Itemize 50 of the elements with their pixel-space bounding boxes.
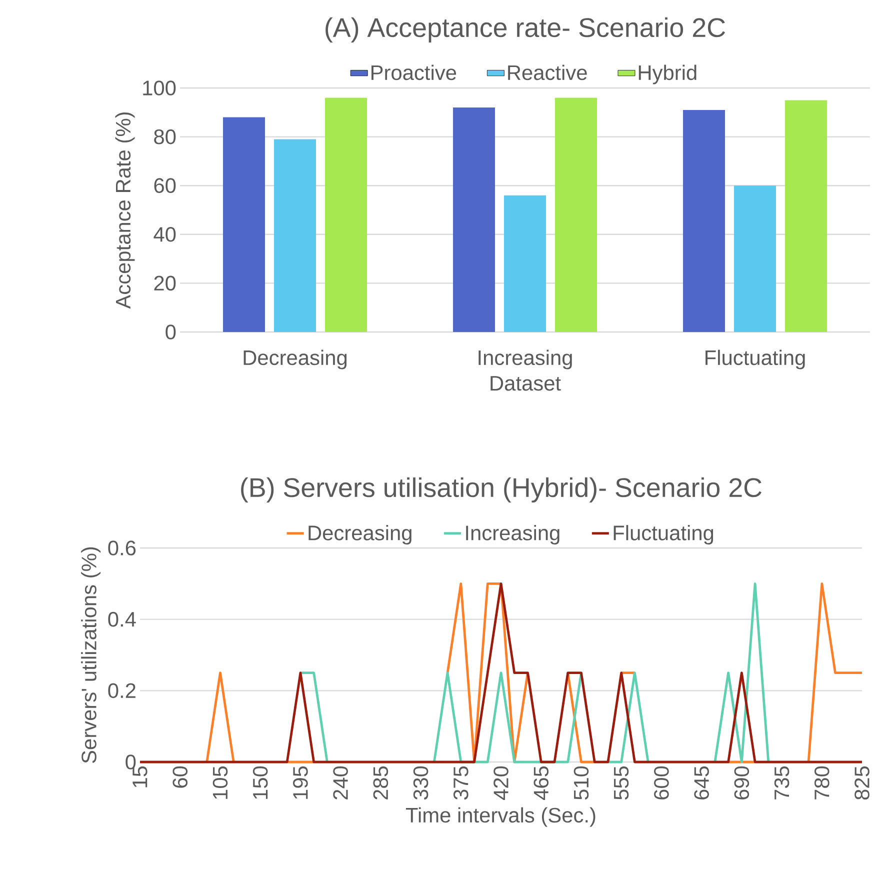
x-tick-label: 825 [854,766,870,800]
x-tick-label: 285 [373,766,388,800]
x-tick-label: 645 [694,766,709,800]
x-tick-label: 375 [453,766,468,800]
chart-title: (B) Servers utilisation (Hybrid)- Scenario 2C [241,477,762,502]
legend-label: Proactive [372,64,456,80]
x-tick-label: 780 [814,766,830,800]
x-tick-label: 195 [293,766,308,799]
y-tick-label: 0.4 [108,612,136,627]
bar [734,186,776,332]
bar [223,117,266,332]
bar [555,98,598,332]
y-tick-label: 0.2 [108,683,136,698]
y-tick-label: 40 [154,226,176,242]
y-axis-title: Acceptance Rate (%) [115,112,135,309]
x-tick-label: Fluctuating [706,350,805,370]
legend-label: Increasing [466,525,560,545]
y-tick-label: 100 [143,80,176,96]
y-tick-label: 80 [154,129,176,144]
bar [274,139,316,332]
y-axis-title: Servers' utilizations (%) [81,547,101,764]
x-tick-label: Increasing [478,350,572,370]
x-tick-label: 330 [413,766,428,800]
y-tick-label: 0.6 [108,540,136,556]
x-tick-label: 240 [333,766,348,800]
bar [325,98,368,332]
x-tick-label: 105 [212,766,228,799]
y-tick-label: 60 [154,178,176,193]
legend-label: Fluctuating [614,525,714,545]
legend-label: Decreasing [308,525,412,545]
bar [785,100,828,332]
y-tick-label: 0 [166,324,176,340]
x-tick-label: Decreasing [244,350,347,370]
bar [504,195,546,332]
bar [683,110,726,332]
x-tick-label: 150 [252,766,268,799]
x-tick-label: 735 [774,766,790,800]
x-tick-label: 555 [614,766,629,800]
x-axis-title: Dataset [490,376,561,391]
x-tick-label: 465 [534,766,549,800]
x-tick-label: 690 [734,766,750,800]
chart-title: (A) Acceptance rate- Scenario 2C [326,17,726,42]
legend-label: Hybrid [638,64,696,84]
x-tick-label: 510 [574,766,589,800]
x-tick-label: 420 [494,766,508,800]
x-axis-title: Time intervals (Sec.) [406,807,596,827]
bar [453,108,496,332]
x-tick-label: 600 [654,766,669,800]
legend-label: Reactive [508,64,587,80]
y-tick-label: 20 [154,276,176,291]
